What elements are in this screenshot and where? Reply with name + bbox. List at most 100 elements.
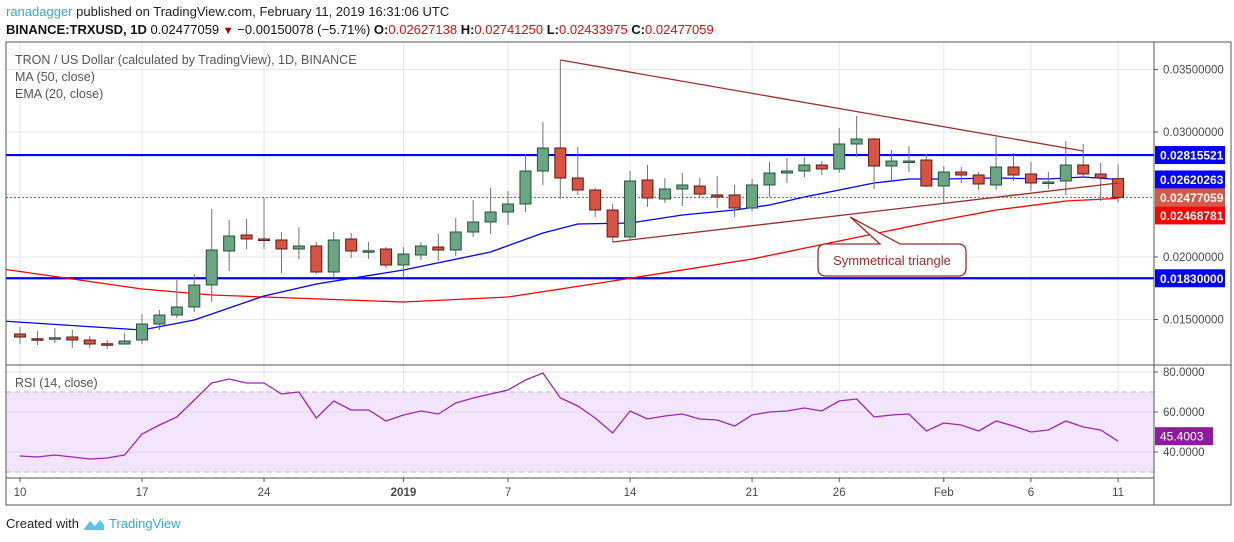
candle-body (693, 185, 706, 195)
candle (484, 188, 497, 234)
candle (327, 232, 340, 278)
candle-body (658, 188, 671, 200)
price-label-text: 0.02815521 (1160, 149, 1224, 163)
candle-body (798, 164, 811, 172)
candle (1059, 141, 1072, 195)
tradingview-link[interactable]: TradingView (108, 516, 181, 531)
close-value: 0.02477059 (645, 22, 714, 37)
candle (310, 242, 323, 274)
candle (990, 137, 1003, 190)
candle (397, 247, 410, 278)
candle (693, 178, 706, 197)
last-price: 0.02477059 (150, 22, 220, 37)
candle (258, 198, 271, 249)
ma50-line (6, 197, 1119, 303)
candle-body (484, 211, 497, 223)
time-tick-label: 21 (746, 487, 759, 499)
rsi-band (6, 371, 1154, 473)
legend-ema[interactable]: EMA (20, close) (15, 87, 104, 101)
candle-body (467, 221, 480, 233)
trendline (560, 59, 1084, 152)
candle-body (885, 160, 898, 167)
candle-body (502, 203, 515, 213)
candle (14, 327, 26, 344)
price-label-badge (1155, 269, 1225, 288)
candle-body (205, 249, 218, 286)
candle-body (362, 250, 375, 253)
candle (589, 188, 602, 217)
candle (746, 179, 759, 211)
price-label-badge (1155, 146, 1225, 165)
price-label-text: 0.01830000 (1160, 272, 1224, 286)
candle-body (711, 194, 724, 198)
indicators (6, 176, 1119, 331)
candle (676, 173, 689, 206)
time-tick-label: 6 (1028, 487, 1034, 499)
candle-body (1112, 178, 1125, 198)
price-label-text: 0.02620263 (1160, 173, 1224, 187)
candle (1094, 163, 1107, 201)
horizontal-levels (6, 153, 1154, 280)
created-with-text: Created with (6, 516, 79, 531)
high-value: 0.02741250 (474, 22, 544, 37)
candle (850, 116, 863, 157)
candle-body (606, 209, 619, 238)
price-label-text: 0.02468781 (1160, 209, 1224, 223)
candle (345, 233, 358, 258)
time-tick-label: 10 (14, 487, 27, 499)
candle (414, 242, 427, 260)
callout-box[interactable] (817, 216, 967, 277)
published-text: published on TradingView.com, February 1… (76, 4, 450, 19)
candle-body (763, 172, 776, 186)
candle (170, 280, 183, 318)
candle-body (815, 164, 828, 170)
low-value: 0.02433975 (559, 22, 628, 37)
candle (432, 234, 445, 261)
candle-body (101, 343, 114, 346)
candle (1077, 144, 1090, 178)
time-tick-label: 26 (833, 487, 846, 499)
candle-body (920, 159, 933, 187)
rsi-value-badge (1155, 427, 1213, 446)
candle-body (833, 143, 846, 170)
candle-body (571, 177, 584, 191)
price-label-badge (1155, 206, 1225, 225)
candle-body (66, 336, 79, 341)
candle (624, 171, 637, 240)
price-tick-label: 0.03000000 (1163, 127, 1224, 139)
legend-title: TRON / US Dollar (calculated by TradingV… (15, 53, 357, 67)
candle (292, 227, 305, 259)
candle (1042, 172, 1055, 189)
chart-frame (5, 41, 1232, 506)
candle-body (902, 160, 915, 163)
candle (833, 128, 846, 173)
price-change: −0.00150078 (−5.71%) (237, 22, 371, 37)
candle-body (31, 338, 44, 341)
candle-body (850, 138, 863, 145)
candle (937, 166, 950, 203)
axis-labels: 0.03500000 0.03000000 0.02000000 0.01500000… (14, 65, 1225, 499)
legend-ma[interactable]: MA (50, close) (15, 70, 95, 84)
low-label: L: (546, 22, 559, 37)
legend-rsi[interactable]: RSI (14, close) (15, 376, 98, 390)
candle-body (432, 246, 445, 251)
candle-body (414, 245, 427, 256)
candle (815, 161, 828, 175)
price-tick-label: 0.02000000 (1163, 252, 1224, 264)
candle-body (327, 239, 340, 273)
candle-body (676, 184, 689, 190)
candle-body (153, 314, 166, 325)
candles (14, 60, 1125, 349)
rsi-tick-label: 80.0000 (1163, 367, 1205, 379)
open-label: O: (373, 22, 389, 37)
price-tick-label: 0.01500000 (1163, 315, 1224, 327)
candle (48, 328, 61, 343)
candle (240, 219, 253, 249)
candle (188, 274, 201, 312)
triangle-down-icon: ▼ (222, 25, 234, 37)
candle-body (990, 166, 1003, 186)
author-link[interactable]: ranadagger (6, 4, 73, 19)
high-label: H: (460, 22, 475, 37)
candle (1007, 153, 1020, 181)
